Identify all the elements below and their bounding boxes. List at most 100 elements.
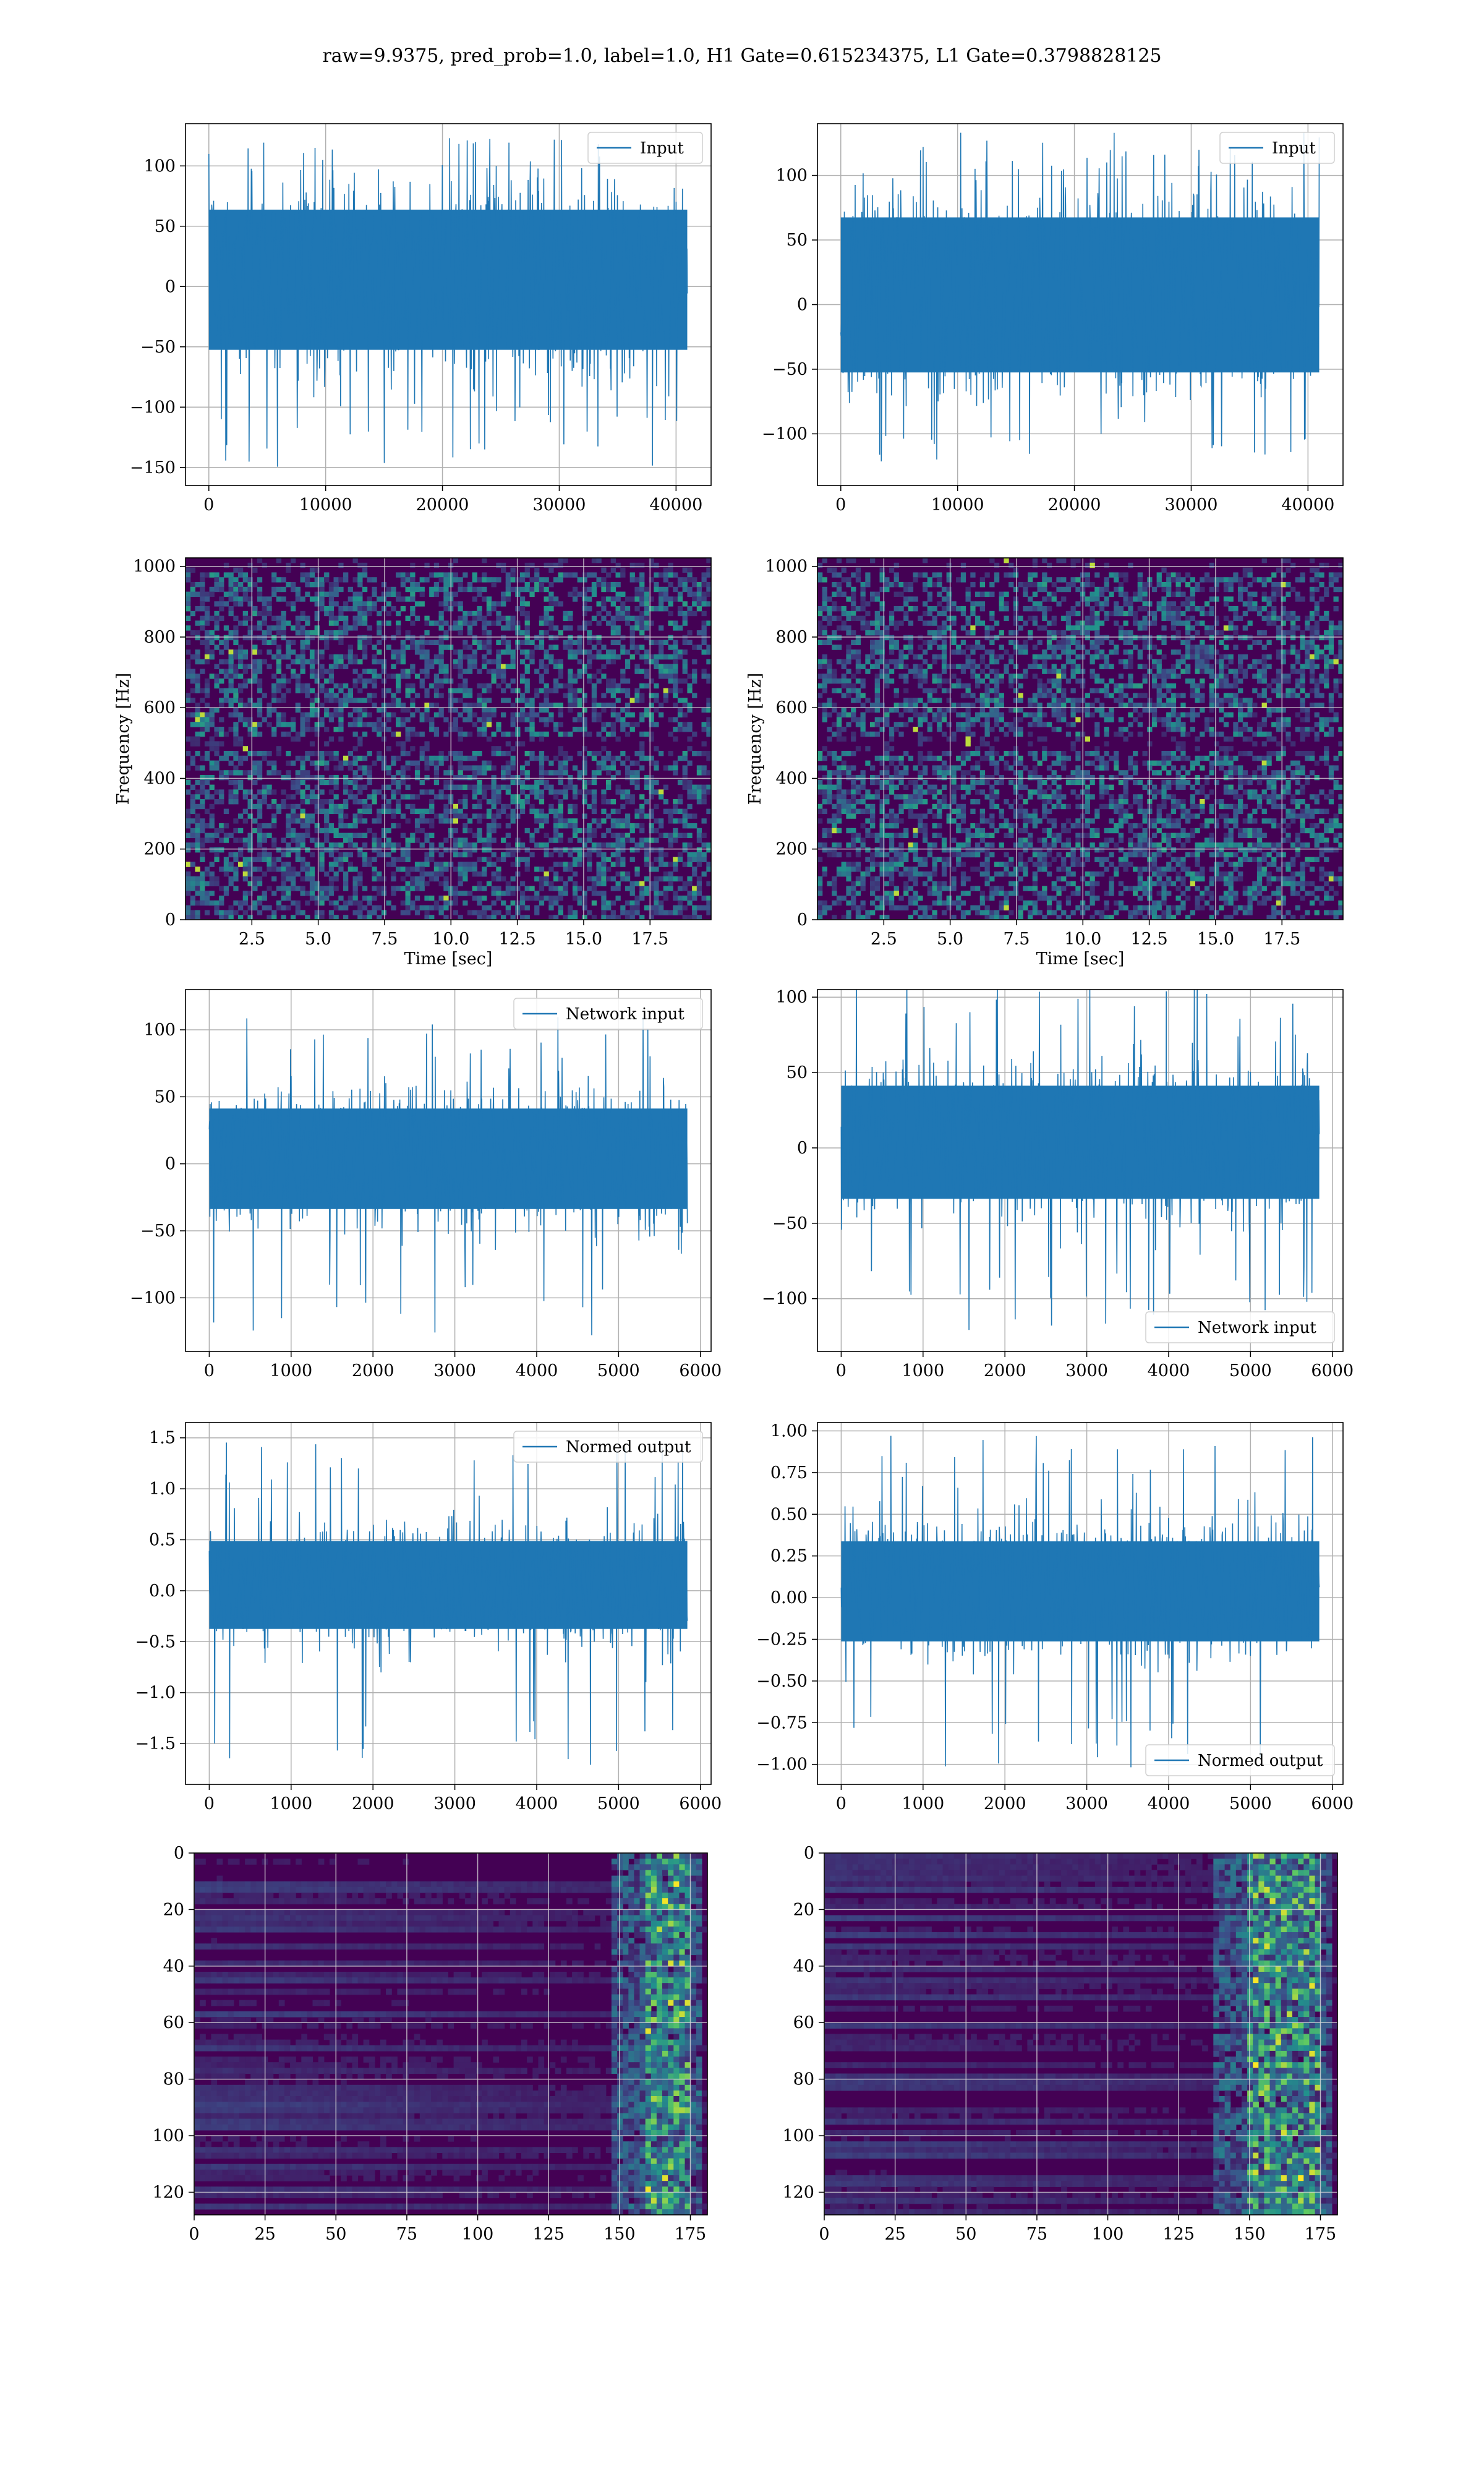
heatmap-cell	[204, 896, 210, 901]
heatmap-cell	[386, 601, 391, 607]
heatmap-cell	[1028, 630, 1033, 636]
heatmap-cell	[620, 823, 626, 829]
heatmap-cell	[539, 678, 545, 684]
heatmap-cell	[295, 703, 301, 708]
heatmap-cell	[620, 803, 626, 810]
heatmap-cell	[305, 775, 310, 781]
heatmap-cell	[247, 586, 253, 593]
heatmap-cell	[477, 731, 482, 737]
heatmap-cell	[644, 654, 650, 660]
heatmap-cell	[1061, 615, 1067, 621]
heatmap-cell	[879, 577, 885, 583]
heatmap-cell	[610, 620, 616, 626]
heatmap-cell	[1290, 615, 1296, 621]
heatmap-cell	[687, 572, 693, 578]
heatmap-cell	[195, 833, 200, 838]
heatmap-cell	[438, 813, 444, 819]
heatmap-cell	[577, 837, 582, 843]
heatmap-cell	[701, 857, 707, 862]
heatmap-cell	[314, 591, 320, 597]
heatmap-cell	[505, 760, 511, 766]
heatmap-cell	[601, 842, 607, 848]
heatmap-cell	[204, 712, 210, 717]
heatmap-cell	[190, 586, 195, 593]
heatmap-cell	[1051, 596, 1057, 602]
heatmap-cell	[352, 722, 358, 727]
heatmap-cell	[233, 577, 239, 583]
heatmap-cell	[572, 847, 578, 853]
heatmap-cell	[1333, 586, 1339, 593]
heatmap-cell	[591, 755, 597, 761]
heatmap-cell	[682, 582, 688, 588]
heatmap-cell	[338, 615, 344, 621]
heatmap-cell	[960, 577, 966, 583]
heatmap-cell	[923, 586, 928, 593]
heatmap-cell	[424, 630, 430, 636]
heatmap-cell	[558, 837, 563, 843]
heatmap-cell	[1070, 558, 1076, 563]
heatmap-cell	[596, 731, 602, 737]
heatmap-cell	[496, 674, 501, 679]
heatmap-cell	[348, 698, 353, 703]
heatmap-cell	[677, 606, 683, 612]
heatmap-cell	[333, 582, 339, 588]
heatmap-cell	[1195, 586, 1200, 593]
heatmap-cell	[601, 857, 607, 862]
heatmap-cell	[223, 833, 229, 838]
heatmap-cell	[338, 765, 344, 771]
heatmap-cell	[367, 601, 372, 607]
heatmap-cell	[305, 891, 310, 896]
heatmap-cell	[610, 582, 616, 588]
heatmap-cell	[477, 857, 482, 862]
heatmap-cell	[214, 683, 220, 689]
heatmap-cell	[453, 837, 458, 843]
heatmap-cell	[352, 678, 358, 684]
heatmap-cell	[1065, 644, 1072, 650]
heatmap-cell	[463, 669, 468, 674]
heatmap-cell	[252, 722, 258, 727]
heatmap-cell	[419, 678, 425, 684]
heatmap-cell	[319, 654, 325, 660]
heatmap-cell	[262, 871, 267, 877]
heatmap-cell	[396, 867, 401, 872]
heatmap-cell	[682, 601, 688, 607]
heatmap-cell	[200, 582, 205, 588]
heatmap-cell	[1166, 606, 1172, 612]
heatmap-cell	[396, 823, 401, 829]
heatmap-cell	[1276, 582, 1282, 588]
heatmap-cell	[295, 852, 301, 858]
heatmap-cell	[281, 886, 286, 891]
heatmap-cell	[429, 803, 435, 810]
heatmap-cell	[548, 852, 554, 858]
heatmap-cell	[519, 803, 526, 810]
heatmap-cell	[568, 591, 573, 597]
heatmap-cell	[544, 586, 549, 593]
heatmap-cell	[319, 803, 325, 810]
heatmap-cell	[568, 707, 573, 713]
heatmap-cell	[381, 596, 387, 602]
heatmap-cell	[314, 900, 320, 906]
heatmap-cell	[682, 751, 688, 756]
heatmap-cell	[496, 896, 501, 901]
heatmap-cell	[443, 818, 449, 824]
heatmap-cell	[519, 610, 526, 617]
heatmap-cell	[410, 586, 416, 593]
heatmap-cell	[286, 886, 291, 891]
heatmap-cell	[357, 876, 363, 882]
heatmap-cell	[587, 847, 592, 853]
heatmap-cell	[1051, 620, 1057, 626]
heatmap-cell	[438, 867, 444, 872]
heatmap-cell	[970, 644, 976, 650]
heatmap-cell	[687, 794, 693, 800]
heatmap-cell	[687, 591, 693, 597]
heatmap-cell	[391, 905, 396, 910]
heatmap-cell	[477, 813, 482, 819]
heatmap-cell	[257, 669, 263, 674]
heatmap-cell	[352, 606, 358, 612]
heatmap-cell	[544, 654, 549, 660]
heatmap-cell	[348, 842, 353, 848]
heatmap-cell	[319, 596, 325, 602]
heatmap-cell	[257, 789, 263, 795]
heatmap-cell	[1266, 610, 1272, 617]
heatmap-cell	[491, 746, 497, 751]
